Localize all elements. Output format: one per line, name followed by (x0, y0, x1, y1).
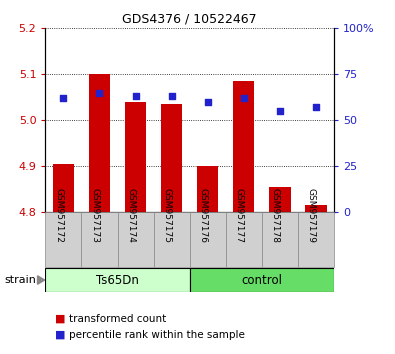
Bar (226, 212, 261, 267)
Point (241, 96, 247, 101)
Point (132, 93, 139, 99)
Bar (81, 212, 118, 267)
Text: transformed count: transformed count (69, 314, 166, 324)
Point (276, 108, 283, 114)
Bar (190, 212, 226, 267)
Text: GSM957172: GSM957172 (55, 188, 64, 242)
Text: ■: ■ (55, 330, 66, 339)
Text: GSM957175: GSM957175 (163, 188, 171, 242)
Point (312, 105, 319, 110)
Text: GSM957176: GSM957176 (199, 188, 208, 242)
Text: control: control (241, 274, 282, 286)
Text: GSM957179: GSM957179 (307, 188, 316, 242)
Bar (305, 205, 327, 212)
Point (96, 90, 103, 96)
Text: GDS4376 / 10522467: GDS4376 / 10522467 (122, 12, 257, 25)
Bar (298, 212, 334, 267)
Bar (261, 212, 298, 267)
Point (168, 93, 175, 99)
Text: strain: strain (4, 275, 36, 285)
Text: Ts65Dn: Ts65Dn (96, 274, 139, 286)
Bar (233, 81, 254, 212)
Text: ■: ■ (55, 314, 66, 324)
Text: GSM957177: GSM957177 (235, 188, 244, 242)
Bar (53, 164, 74, 212)
Bar (197, 166, 218, 212)
Text: GSM957178: GSM957178 (271, 188, 280, 242)
Bar (161, 104, 182, 212)
Text: GSM957174: GSM957174 (126, 188, 135, 242)
Bar (269, 187, 290, 212)
Text: GSM957173: GSM957173 (90, 188, 100, 242)
Bar (89, 74, 110, 212)
Bar (45, 212, 81, 267)
Point (60, 96, 67, 101)
Point (205, 99, 211, 105)
Bar (154, 212, 190, 267)
Bar (118, 212, 154, 267)
Text: percentile rank within the sample: percentile rank within the sample (69, 330, 245, 339)
Polygon shape (38, 276, 45, 284)
Bar (45, 268, 190, 292)
Bar (125, 102, 146, 212)
Bar (190, 268, 334, 292)
